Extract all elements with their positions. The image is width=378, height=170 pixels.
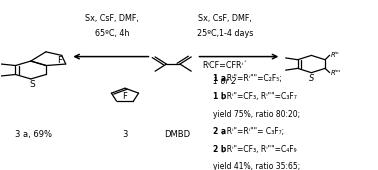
Text: Sx, CsF, DMF,: Sx, CsF, DMF, xyxy=(198,14,252,23)
Text: 1 or 2: 1 or 2 xyxy=(213,77,237,86)
Text: 3 a, 69%: 3 a, 69% xyxy=(15,130,52,139)
Text: DMBD: DMBD xyxy=(164,130,190,139)
Text: , Rⁱ"=CF₃, Rⁱ""=C₃F₇: , Rⁱ"=CF₃, Rⁱ""=C₃F₇ xyxy=(222,92,296,101)
Text: , Rⁱ"=Rⁱ""=C₂F₅;: , Rⁱ"=Rⁱ""=C₂F₅; xyxy=(222,74,282,83)
Text: 65ºC, 4h: 65ºC, 4h xyxy=(94,29,129,38)
Text: 1 a: 1 a xyxy=(214,74,226,83)
Text: F: F xyxy=(122,92,127,101)
Text: Sx, CsF, DMF,: Sx, CsF, DMF, xyxy=(85,14,139,23)
Text: 25ºC,1-4 days: 25ºC,1-4 days xyxy=(197,29,253,38)
Text: yield 75%, ratio 80:20;: yield 75%, ratio 80:20; xyxy=(214,110,301,119)
Text: Rⁱ"': Rⁱ"' xyxy=(330,70,341,76)
Text: 2 b: 2 b xyxy=(214,145,227,154)
Text: , Rⁱ"=CF₃, Rⁱ""=C₄F₉: , Rⁱ"=CF₃, Rⁱ""=C₄F₉ xyxy=(222,145,296,154)
Text: Rⁱ": Rⁱ" xyxy=(330,52,339,57)
Text: yield 41%, ratio 35:65;: yield 41%, ratio 35:65; xyxy=(214,162,301,170)
Text: F: F xyxy=(57,56,62,65)
Text: 1 b: 1 b xyxy=(214,92,227,101)
Text: RⁱCF=CFRⁱ´: RⁱCF=CFRⁱ´ xyxy=(202,61,247,70)
Text: , Rⁱ"=Rⁱ""= C₃F₇;: , Rⁱ"=Rⁱ""= C₃F₇; xyxy=(222,127,284,136)
Text: 2 a: 2 a xyxy=(214,127,226,136)
Text: S: S xyxy=(29,80,35,89)
Text: S: S xyxy=(309,74,314,83)
Text: 3: 3 xyxy=(122,130,128,139)
